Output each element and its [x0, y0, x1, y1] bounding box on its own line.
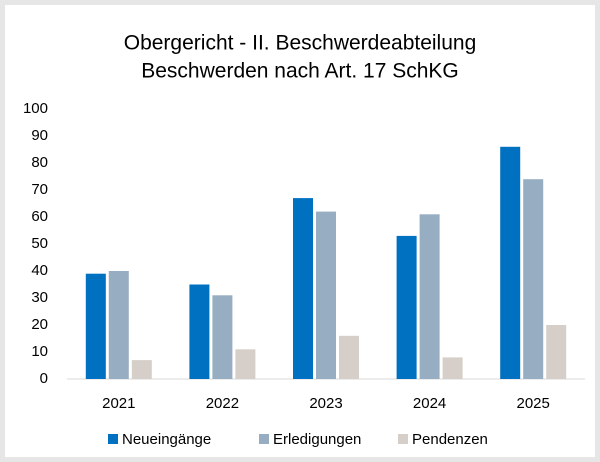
legend-swatch [108, 434, 118, 444]
y-tick-label: 100 [23, 100, 48, 117]
y-tick-label: 30 [31, 289, 48, 306]
chart-subtitle: Beschwerden nach Art. 17 SchKG [141, 60, 459, 83]
x-tick-label: 2025 [517, 395, 550, 412]
bar [212, 295, 233, 379]
bar [235, 349, 256, 379]
bar [131, 360, 152, 379]
legend-swatch [259, 434, 269, 444]
legend-label: Neueingänge [122, 431, 211, 448]
y-tick-label: 60 [31, 208, 48, 225]
y-tick-label: 70 [31, 181, 48, 198]
bar [293, 198, 313, 379]
legend-label: Erledigungen [273, 431, 361, 448]
y-tick-label: 20 [31, 316, 48, 333]
bar [523, 179, 544, 379]
y-tick-label: 0 [40, 370, 48, 387]
legend-label: Pendenzen [412, 431, 488, 448]
bar [189, 284, 210, 379]
y-tick-label: 50 [31, 235, 48, 252]
y-tick-label: 90 [31, 127, 48, 144]
bar [396, 235, 417, 379]
bar [339, 335, 359, 379]
bar [316, 211, 336, 379]
y-tick-label: 40 [31, 262, 48, 279]
bar [442, 357, 463, 379]
x-tick-label: 2021 [102, 395, 135, 412]
chart-title: Obergericht - II. Beschwerdeabteilung [124, 32, 477, 55]
x-tick-label: 2023 [309, 395, 342, 412]
y-tick-label: 80 [31, 154, 48, 171]
bar [419, 214, 440, 379]
y-tick-label: 10 [31, 343, 48, 360]
legend-swatch [398, 434, 408, 444]
bar [85, 273, 106, 379]
bar [546, 325, 567, 379]
x-tick-label: 2022 [206, 395, 239, 412]
bar [500, 146, 521, 379]
bar [108, 271, 129, 379]
x-tick-label: 2024 [413, 395, 446, 412]
